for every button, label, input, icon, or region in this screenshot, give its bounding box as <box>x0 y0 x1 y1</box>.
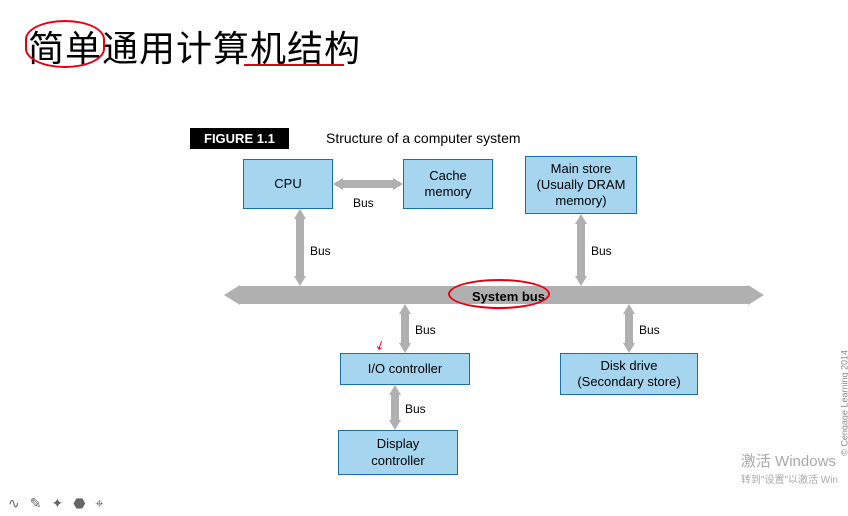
node-display-label: Display controller <box>371 436 424 469</box>
annotation-red-cursor: ↙ <box>373 337 388 354</box>
title-text: 简单通用计算机结构 <box>28 28 361 69</box>
connector-cpu-sysbus <box>296 219 304 276</box>
system-bus-arrow-left <box>224 285 240 305</box>
connector-sysbus-io-label: Bus <box>415 323 436 337</box>
tool-pen-icon[interactable]: ✎ <box>30 495 42 512</box>
bottom-toolbar: ∿ ✎ ✦ ⬣ ⌖ <box>8 491 103 516</box>
tool-wave-icon[interactable]: ∿ <box>8 495 20 512</box>
connector-main-sysbus <box>577 224 585 276</box>
copyright-text: © Cengage Learning 2014 <box>840 350 848 456</box>
node-display: Display controller <box>338 430 458 475</box>
figure-badge: FIGURE 1.1 <box>190 128 289 149</box>
tool-star-icon[interactable]: ✦ <box>51 495 63 512</box>
node-cpu: CPU <box>243 159 333 209</box>
node-iocontroller: I/O controller <box>340 353 470 385</box>
connector-sysbus-io <box>401 314 409 343</box>
connector-sysbus-disk-arrow-d <box>623 343 635 353</box>
tool-target-icon[interactable]: ⌖ <box>95 495 103 512</box>
node-diskdrive: Disk drive (Secondary store) <box>560 353 698 395</box>
connector-main-sysbus-arrow-u <box>575 214 587 224</box>
system-bus-arrow-right <box>748 285 764 305</box>
windows-watermark: 激活 Windows 转到"设置"以激活 Win <box>741 450 838 486</box>
connector-io-display-arrow-d <box>389 420 401 430</box>
connector-cpu-sysbus-arrow-d <box>294 276 306 286</box>
connector-sysbus-disk-label: Bus <box>639 323 660 337</box>
connector-sysbus-disk <box>625 314 633 343</box>
connector-cpu-cache-arrow-r <box>393 178 403 190</box>
connector-cpu-cache-arrow-l <box>333 178 343 190</box>
connector-cpu-cache <box>343 180 393 188</box>
watermark-line2: 转到"设置"以激活 Win <box>741 471 838 486</box>
connector-io-display-label: Bus <box>405 402 426 416</box>
tool-hex-icon[interactable]: ⬣ <box>73 495 85 512</box>
connector-sysbus-io-arrow-d <box>399 343 411 353</box>
connector-sysbus-io-arrow-u <box>399 304 411 314</box>
connector-sysbus-disk-arrow-u <box>623 304 635 314</box>
node-cache-label: Cache memory <box>425 168 472 201</box>
connector-cpu-sysbus-arrow-u <box>294 209 306 219</box>
annotation-title-underline <box>244 64 344 66</box>
connector-main-sysbus-arrow-d <box>575 276 587 286</box>
system-bus-label: System bus <box>472 289 545 304</box>
figure-caption: Structure of a computer system <box>326 130 521 146</box>
connector-cpu-sysbus-label: Bus <box>310 244 331 258</box>
node-iocontroller-label: I/O controller <box>368 361 442 377</box>
node-mainstore-label: Main store (Usually DRAM memory) <box>537 161 626 210</box>
connector-main-sysbus-label: Bus <box>591 244 612 258</box>
connector-cpu-cache-label: Bus <box>353 196 374 210</box>
node-cache: Cache memory <box>403 159 493 209</box>
node-diskdrive-label: Disk drive (Secondary store) <box>577 358 680 391</box>
connector-io-display <box>391 395 399 420</box>
connector-io-display-arrow-u <box>389 385 401 395</box>
watermark-line1: 激活 Windows <box>741 450 838 471</box>
node-cpu-label: CPU <box>274 176 301 192</box>
node-mainstore: Main store (Usually DRAM memory) <box>525 156 637 214</box>
